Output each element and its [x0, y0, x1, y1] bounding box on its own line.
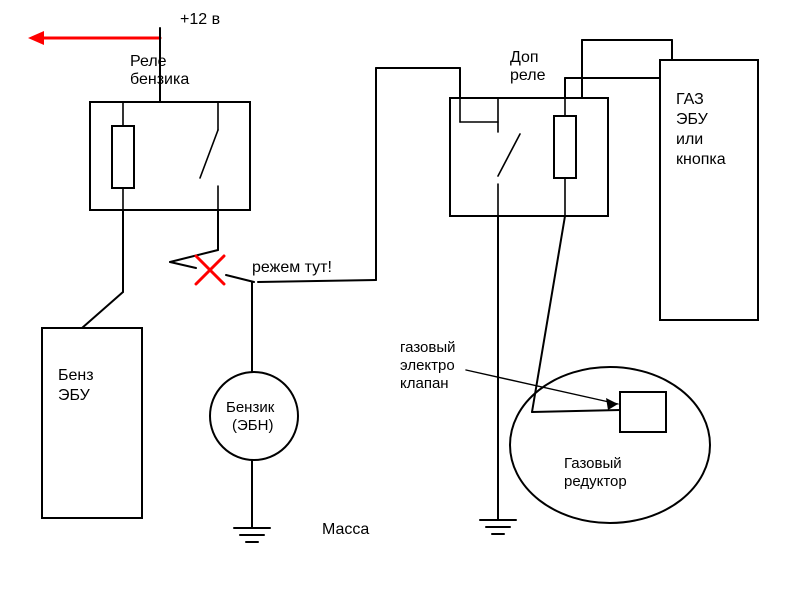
- label-gas_valve_l1: газовый: [400, 339, 456, 356]
- label-cut_here: режем тут!: [252, 259, 332, 276]
- benzik-pump: [210, 372, 298, 460]
- label-gaz_l3: или: [676, 131, 703, 148]
- label-gas_reducer_l2: редуктор: [564, 473, 627, 490]
- label-gas_reducer_l1: Газовый: [564, 455, 622, 472]
- label-gas_valve_l3: клапан: [400, 375, 449, 392]
- label-voltage: +12 в: [180, 11, 220, 28]
- arrow-head: [28, 31, 44, 45]
- label-benz_ecu_l1: Бенз: [58, 367, 94, 384]
- label-mass: Масса: [322, 521, 369, 538]
- label-gas_valve_l2: электро: [400, 357, 455, 374]
- label-gaz_l2: ЭБУ: [676, 111, 709, 128]
- label-dop_relay_l1: Доп: [510, 49, 539, 66]
- label-gaz_l1: ГАЗ: [676, 91, 704, 108]
- label-dop_relay_l2: реле: [510, 67, 546, 84]
- label-benzik_l1: Бензик: [226, 399, 275, 416]
- label-relay_benzik_l2: бензика: [130, 71, 189, 88]
- wiring-diagram: +12 в Релебензика режем тут! Бенз ЭБУ Бензик(…: [0, 0, 800, 600]
- label-relay_benzik_l1: Реле: [130, 53, 167, 70]
- label-benz_ecu_l2: ЭБУ: [58, 387, 91, 404]
- label-benzik_l2: (ЭБН): [232, 417, 273, 434]
- gas-reducer: [510, 367, 710, 523]
- label-gaz_l4: кнопка: [676, 151, 726, 168]
